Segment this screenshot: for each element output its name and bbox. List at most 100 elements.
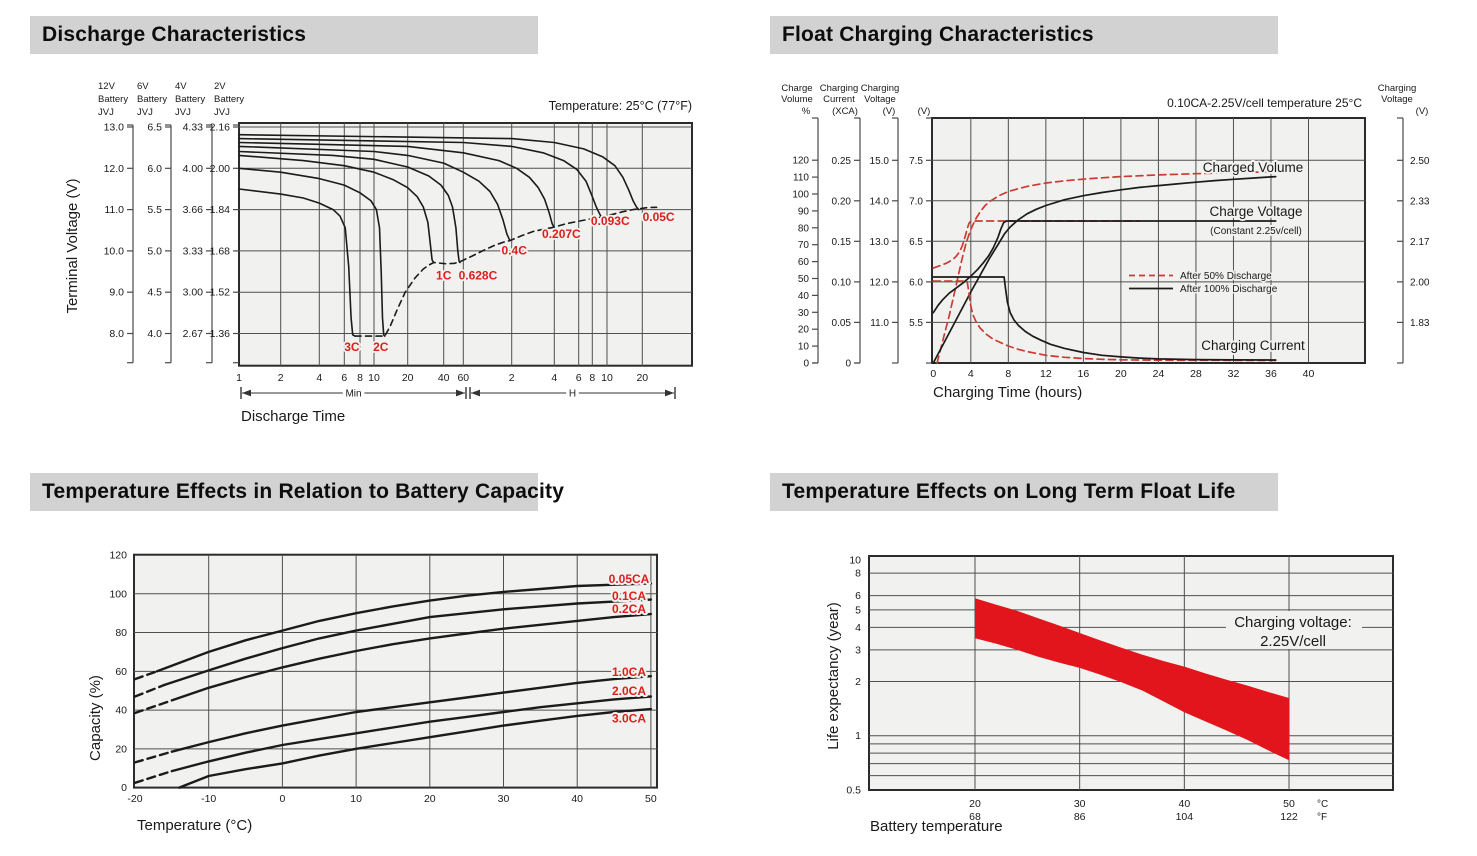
discharge-curve-0.093C	[238, 137, 603, 219]
y-axis-tick-label: 1.68	[210, 245, 231, 257]
capacity-curve-3.0CA	[178, 707, 653, 789]
rate-label: 0.207C	[542, 227, 581, 241]
x-axis-tick-label: 40	[1303, 368, 1315, 380]
x-axis-tick-label: 4	[316, 372, 322, 384]
x-axis-tick-label: 20	[1115, 368, 1127, 380]
x-axis-tick-label: 40	[438, 372, 450, 384]
x-axis-title: Discharge Time	[241, 408, 345, 425]
arrowhead	[471, 389, 480, 397]
y-axis-tick-label: 10	[849, 555, 861, 567]
axis-header: JVJ	[98, 107, 114, 118]
axis-header: Voltage	[1381, 94, 1413, 105]
x-axis-tick-label: 20	[424, 793, 436, 805]
x-axis-tick-fahrenheit: 68	[969, 811, 981, 823]
axis-header: Charge	[781, 83, 812, 94]
y-axis-tick-label: 50	[798, 274, 810, 285]
range-label: Min	[345, 389, 361, 400]
x-axis-tick-label: 8	[1005, 368, 1011, 380]
axis-header: JVJ	[137, 107, 153, 118]
axis-header: JVJ	[214, 107, 230, 118]
y-axis-title: Terminal Voltage (V)	[64, 178, 81, 313]
y-axis-tick-label: 8.0	[109, 328, 124, 340]
x-axis-tick-label: 24	[1153, 368, 1165, 380]
y-axis-tick-label: 90	[798, 206, 810, 217]
y-axis-tick-label: 7.0	[909, 196, 923, 207]
y-axis-tick-label: 80	[798, 223, 810, 234]
y-axis-tick-label: 10	[798, 342, 810, 353]
axis-header: JVJ	[175, 107, 191, 118]
discharge-curve-3C	[238, 188, 356, 337]
y-axis-tick-label: 3.00	[183, 287, 204, 299]
discharge-curve-1C	[238, 154, 435, 264]
capacity-curve-dashed-0.2CA	[133, 699, 173, 715]
charging-current-after-100-discharge	[932, 276, 1277, 361]
y-axis-tick-label: 8	[855, 568, 861, 580]
axis-unit: (V)	[918, 106, 931, 117]
y-axis-tick-label: 2.33	[1410, 196, 1430, 207]
capacity-curve-0.05CA	[155, 582, 653, 673]
x-axis-tick-label: 10	[601, 372, 613, 384]
axis-header: Charging	[1378, 83, 1417, 94]
x-axis-tick-label: 2	[509, 372, 515, 384]
y-axis-tick-label: 2.67	[183, 328, 204, 340]
y-axis-tick-label: 13.0	[870, 237, 890, 248]
axis-unit: (XCA)	[832, 106, 858, 117]
x-axis-tick-label: 0	[279, 793, 285, 805]
y-axis-tick-label: 0.20	[832, 196, 852, 207]
conditions-note: 0.10CA-2.25V/cell temperature 25°C	[1167, 96, 1362, 110]
x-axis-tick-label: 20	[636, 372, 648, 384]
discharge-curve-0.05C	[238, 133, 640, 211]
temperature-note: Temperature: 25°C (77°F)	[549, 99, 692, 113]
y-axis-tick-label: 2.00	[210, 163, 231, 175]
rate-label: 0.2CA	[612, 602, 646, 616]
y-axis-tick-label: 3.33	[183, 245, 204, 257]
x-axis-tick-label: 30	[498, 793, 510, 805]
y-axis-tick-label: 70	[798, 240, 810, 251]
life-expectancy-band	[975, 598, 1289, 761]
x-axis-tick-label: -20	[127, 793, 142, 805]
curve-label: (Constant 2.25v/cell)	[1210, 226, 1302, 237]
x-axis-tick-fahrenheit: 104	[1176, 811, 1194, 823]
legend-label: After 100% Discharge	[1180, 284, 1278, 295]
axis-header: 6V	[137, 81, 149, 92]
y-axis-tick-label: 0.5	[846, 784, 861, 796]
x-axis-tick-label: 40	[571, 793, 583, 805]
y-axis-tick-label: 4.00	[183, 163, 204, 175]
cutoff-dashed-line	[354, 206, 658, 337]
annotation-line: Charging voltage:	[1234, 614, 1352, 631]
capacity-curve-1.0CA	[170, 675, 653, 753]
y-axis-tick-label: 5.0	[147, 245, 162, 257]
axis-header: Current	[823, 94, 855, 105]
x-axis-tick-label: 10	[368, 372, 380, 384]
axis-header: Battery	[214, 94, 244, 105]
annotation-backdrop	[1226, 611, 1362, 649]
rate-label: 0.1CA	[612, 589, 646, 603]
discharge-curve-2C	[238, 167, 386, 337]
y-axis-tick-label: 11.0	[104, 204, 124, 216]
y-axis-tick-label: 0.25	[832, 156, 852, 167]
y-axis-tick-label: 9.0	[109, 287, 124, 299]
x-axis-tick-label: 32	[1228, 368, 1240, 380]
y-axis-tick-label: 12.0	[104, 163, 125, 175]
rate-label: 0.05C	[643, 210, 675, 224]
rate-label: 1C	[436, 268, 452, 282]
rate-label: 1.0CA	[612, 665, 646, 679]
y-axis-tick-label: 60	[115, 666, 127, 678]
y-axis-tick-label: 5.5	[147, 204, 162, 216]
x-axis-tick-label: 1	[236, 372, 242, 384]
y-axis-tick-label: 2.00	[1410, 277, 1430, 288]
charge-voltage-after-50-discharge	[932, 220, 1141, 269]
x-axis-tick-label: 8	[589, 372, 595, 384]
y-axis-tick-label: 4.5	[147, 287, 162, 299]
discharge-curve-0.628C	[238, 150, 461, 264]
y-axis-tick-label: 0.10	[832, 277, 852, 288]
x-axis-tick-label: -10	[201, 793, 216, 805]
y-axis-title: Capacity (%)	[87, 675, 104, 761]
curve-label: Charged Volume	[1203, 160, 1304, 175]
legend-label: After 50% Discharge	[1180, 271, 1272, 282]
rate-label: 0.4C	[502, 243, 528, 257]
discharge-curve-0.207C	[238, 141, 556, 229]
